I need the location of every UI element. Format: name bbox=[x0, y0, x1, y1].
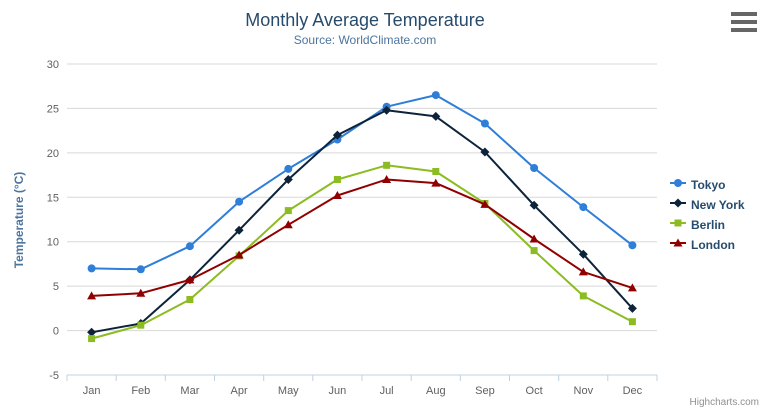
svg-text:Feb: Feb bbox=[131, 385, 150, 397]
legend-item-london[interactable]: London bbox=[670, 237, 745, 253]
svg-text:Oct: Oct bbox=[526, 385, 543, 397]
legend: Tokyo New York Berlin London bbox=[670, 177, 745, 253]
svg-text:Jul: Jul bbox=[380, 385, 394, 397]
legend-item-berlin[interactable]: Berlin bbox=[670, 217, 745, 233]
svg-text:Aug: Aug bbox=[426, 385, 446, 397]
hamburger-icon bbox=[731, 28, 757, 32]
credits-link[interactable]: Highcharts.com bbox=[689, 397, 759, 408]
svg-text:Mar: Mar bbox=[180, 385, 199, 397]
diamond-marker-icon bbox=[670, 196, 686, 214]
export-menu-button[interactable] bbox=[731, 12, 757, 32]
triangle-marker-icon bbox=[670, 236, 686, 254]
svg-text:5: 5 bbox=[53, 281, 59, 293]
svg-text:0: 0 bbox=[53, 326, 59, 338]
svg-text:Apr: Apr bbox=[231, 385, 248, 397]
svg-text:Jan: Jan bbox=[83, 385, 101, 397]
svg-text:-5: -5 bbox=[49, 370, 59, 382]
chart-subtitle: Source: WorldClimate.com bbox=[293, 33, 437, 47]
legend-label: Berlin bbox=[691, 218, 726, 232]
legend-label: New York bbox=[691, 198, 745, 212]
legend-label: London bbox=[691, 238, 735, 252]
y-axis-title: Temperature (°C) bbox=[12, 171, 26, 269]
svg-text:15: 15 bbox=[47, 192, 59, 204]
svg-text:25: 25 bbox=[47, 103, 59, 115]
hamburger-icon bbox=[731, 20, 757, 24]
legend-label: Tokyo bbox=[691, 178, 726, 192]
svg-text:Jun: Jun bbox=[329, 385, 347, 397]
legend-item-new-york[interactable]: New York bbox=[670, 197, 745, 213]
circle-marker-icon bbox=[670, 176, 686, 194]
svg-text:Nov: Nov bbox=[574, 385, 594, 397]
chart-title: Monthly Average Temperature bbox=[245, 10, 485, 30]
svg-text:10: 10 bbox=[47, 237, 59, 249]
svg-text:20: 20 bbox=[47, 148, 59, 160]
svg-text:Sep: Sep bbox=[475, 385, 495, 397]
svg-text:30: 30 bbox=[47, 59, 59, 71]
square-marker-icon bbox=[670, 216, 686, 234]
hamburger-icon bbox=[731, 12, 757, 16]
legend-item-tokyo[interactable]: Tokyo bbox=[670, 177, 745, 193]
svg-text:Dec: Dec bbox=[623, 385, 643, 397]
svg-text:May: May bbox=[278, 385, 299, 397]
